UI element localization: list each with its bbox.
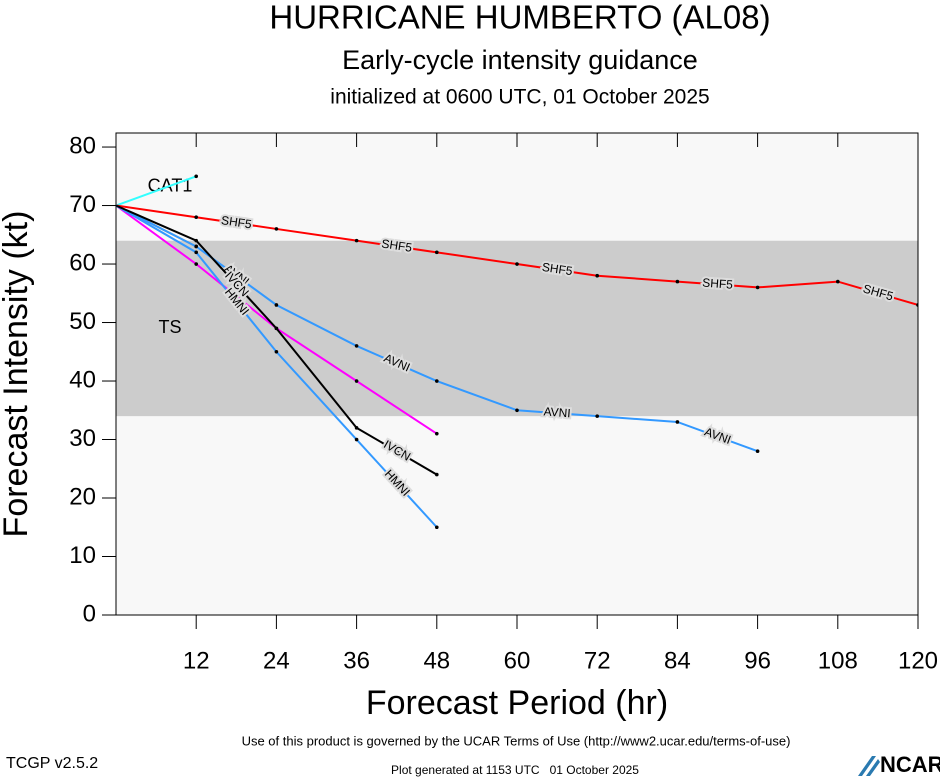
data-point — [194, 250, 198, 255]
data-point — [354, 238, 359, 243]
data-point — [354, 379, 359, 383]
x-tick-label: 24 — [263, 647, 290, 674]
y-tick-label: 60 — [69, 249, 96, 276]
data-point — [274, 349, 279, 354]
y-tick-label: 10 — [69, 542, 96, 569]
data-point — [755, 449, 760, 454]
x-tick-label: 96 — [744, 647, 771, 674]
y-tick-label: 0 — [83, 600, 96, 627]
data-point — [354, 344, 359, 348]
y-axis-label: Forecast Intensity (kt) — [0, 211, 35, 538]
data-point — [515, 262, 519, 266]
x-axis-label: Forecast Period (hr) — [366, 684, 668, 722]
data-point — [836, 279, 840, 284]
data-point — [435, 431, 439, 436]
x-tick-label: 120 — [898, 647, 938, 674]
data-point — [435, 472, 439, 477]
series-label: AVNI — [543, 404, 571, 420]
data-point — [675, 420, 680, 424]
logo: NCAR — [858, 752, 940, 777]
region-label: TS — [158, 317, 181, 337]
x-tick-label: 48 — [423, 647, 450, 674]
version: TCGP v2.5.2 — [6, 755, 98, 772]
x-tick-label: 108 — [818, 647, 858, 674]
data-point — [675, 279, 680, 284]
data-point — [194, 238, 198, 243]
data-point — [435, 379, 439, 383]
data-point — [194, 174, 198, 179]
data-point — [916, 303, 918, 307]
y-tick-label: 70 — [69, 191, 96, 218]
data-point — [435, 525, 439, 530]
series-line — [116, 175, 197, 207]
data-point — [354, 437, 359, 442]
series — [116, 174, 198, 207]
data-point — [755, 285, 760, 290]
data-point — [194, 244, 198, 249]
y-tick-label: 30 — [69, 425, 96, 452]
terms: Use of this product is governed by the U… — [242, 733, 791, 748]
data-point — [595, 414, 599, 418]
y-tick-label: 20 — [69, 483, 96, 510]
y-tick-label: 40 — [69, 366, 96, 393]
data-point — [274, 326, 279, 331]
x-tick-label: 84 — [664, 647, 691, 674]
region — [116, 133, 918, 241]
y-tick-label: 80 — [69, 132, 96, 159]
chart-subtitle: Early-cycle intensity guidance — [342, 45, 698, 75]
chart-title: HURRICANE HUMBERTO (AL08) — [269, 0, 770, 36]
x-tick-label: 72 — [584, 647, 611, 674]
data-point — [515, 408, 519, 413]
region — [116, 240, 918, 417]
series-label: SHF5 — [220, 213, 253, 231]
data-point — [194, 215, 198, 220]
init-time: initialized at 0600 UTC, 01 October 2025 — [330, 86, 709, 109]
logo-text: NCAR — [880, 752, 940, 777]
y-tick-label: 50 — [69, 308, 96, 335]
series-label: SHF5 — [702, 276, 734, 292]
series-label: SHF5 — [381, 237, 414, 255]
data-point — [274, 303, 279, 307]
logo-mark — [858, 756, 880, 776]
x-tick-label: 60 — [504, 647, 531, 674]
x-tick-label: 12 — [183, 647, 210, 674]
data-point — [435, 250, 439, 255]
data-point — [194, 262, 198, 266]
generated: Plot generated at 1153 UTC 01 October 20… — [391, 763, 639, 777]
series-label: SHF5 — [541, 260, 574, 278]
data-point — [354, 426, 359, 430]
x-tick-label: 36 — [343, 647, 370, 674]
data-point — [274, 227, 279, 231]
data-point — [595, 273, 599, 278]
